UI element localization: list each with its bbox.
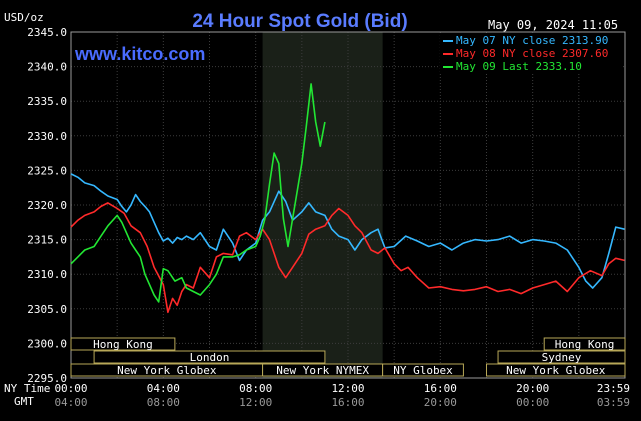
session-label: Sydney [542,351,582,364]
session-label: NY Globex [393,364,453,377]
session-label: Hong Kong [93,338,153,351]
y-tick-label: 2335.0 [27,95,67,108]
y-tick-label: 2300.0 [27,337,67,350]
ny-time-tick: 16:00 [424,382,457,395]
legend-entry: May 09 Last 2333.10 [456,60,582,73]
gmt-tick: 04:00 [54,396,87,409]
session-label: Hong Kong [555,338,615,351]
y-tick-labels: 2295.0 2300.0 2305.0 2310.0 2315.0 2320.0 2325… [27,26,67,385]
ny-time-tick: 00:00 [54,382,87,395]
ny-time-tick: 23:59 [597,382,630,395]
session-box [70,337,176,351]
session-label: New York Globex [506,364,606,377]
y-axis-unit: USD/oz [4,11,44,24]
gmt-tick: 08:00 [147,396,180,409]
chart-title: 24 Hour Spot Gold (Bid) [192,11,407,32]
ny-time-tick: 12:00 [331,382,364,395]
gmt-tick: 12:00 [239,396,272,409]
y-tick-label: 2330.0 [27,130,67,143]
legend-entry: May 08 NY close 2307.60 [456,47,608,60]
series-line-2 [70,202,625,314]
gmt-tick: 00:00 [516,396,549,409]
timestamp: May 09, 2024 11:05 [488,18,618,32]
session-box [497,350,626,364]
x-tick-labels: 00:0004:0004:0008:0008:0012:0012:0016:00… [54,382,630,409]
session-label: New York Globex [117,364,217,377]
y-tick-label: 2340.0 [27,61,67,74]
ny-time-tick: 20:00 [516,382,549,395]
nymex-session-band [262,32,383,378]
price-series [70,83,625,314]
gmt-tick: 20:00 [424,396,457,409]
session-box [486,363,626,377]
legend-entry: May 07 NY close 2313.90 [456,34,608,47]
y-tick-label: 2305.0 [27,303,67,316]
y-tick-label: 2295.0 [27,372,67,385]
plot-frame [70,31,626,379]
ny-time-label: NY Time [4,382,50,395]
session-label: London [190,351,230,364]
session-label: New York NYMEX [276,364,369,377]
watermark-url: www.kitco.com [74,44,205,64]
gmt-tick: 16:00 [331,396,364,409]
y-tick-label: 2320.0 [27,199,67,212]
y-tick-label: 2310.0 [27,268,67,281]
session-box [543,337,626,351]
gmt-tick: 03:59 [597,396,630,409]
y-tick-label: 2325.0 [27,164,67,177]
y-tick-label: 2315.0 [27,234,67,247]
session-box [93,350,326,364]
y-tick-label: 2345.0 [27,26,67,39]
ny-time-tick: 08:00 [239,382,272,395]
ny-time-tick: 04:00 [147,382,180,395]
gmt-label: GMT [14,395,34,408]
session-box [382,363,464,377]
legend-box [440,34,622,72]
series-line-3 [70,83,326,303]
